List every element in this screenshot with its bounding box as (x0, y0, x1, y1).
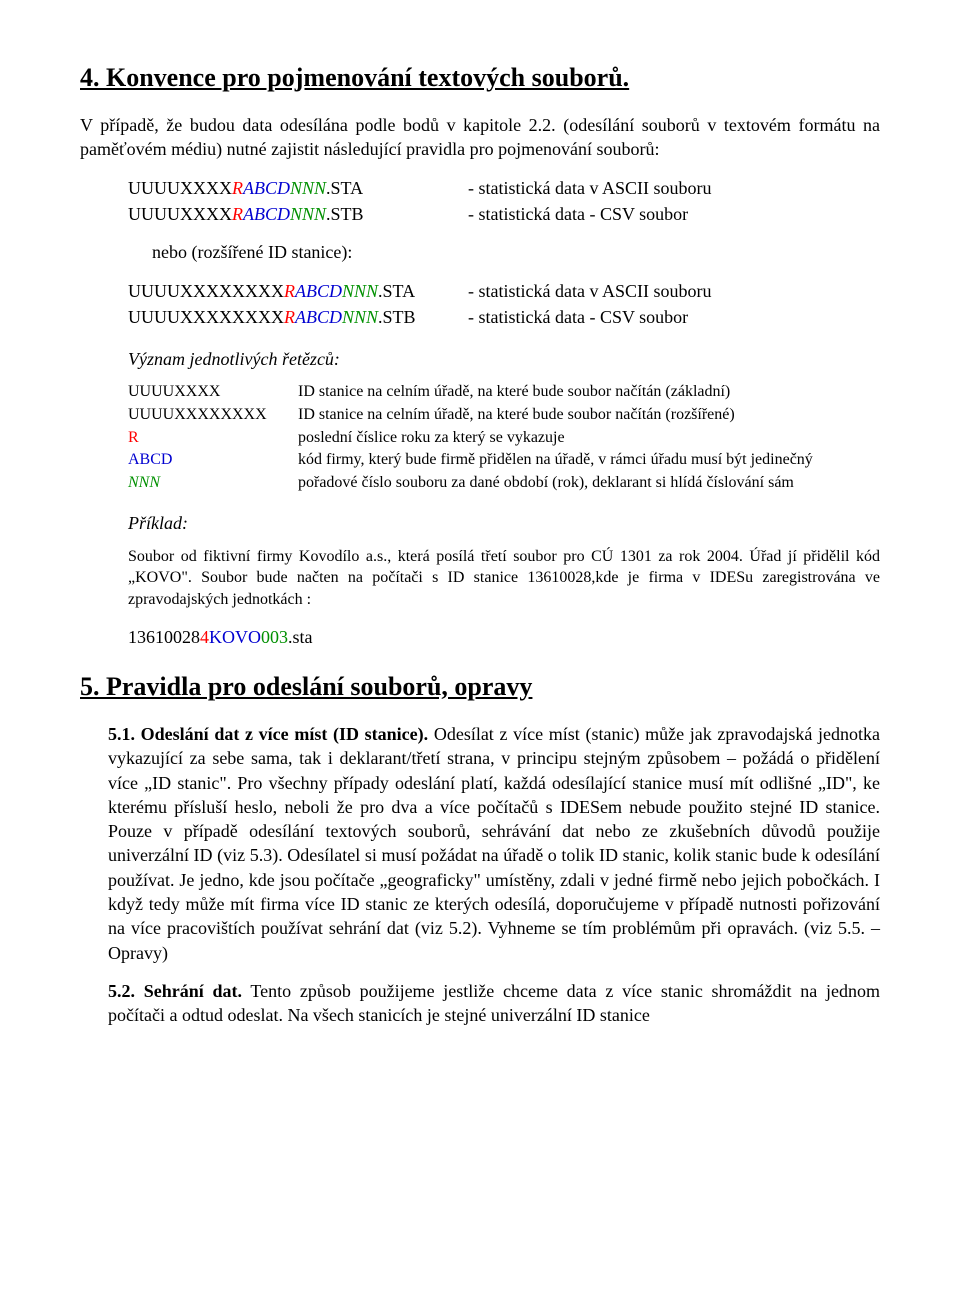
def-row: UUUUXXXXID stanice na celním úřadě, na k… (128, 381, 880, 403)
section-5-title: 5. Pravidla pro odeslání souborů, opravy (80, 669, 880, 704)
file-block-1: UUUUXXXXRABCDNNN.STA - statistická data … (128, 176, 880, 649)
file-row: UUUUXXXXRABCDNNN.STB - statistická data … (128, 202, 880, 226)
ex-abcd: KOVO (209, 627, 261, 647)
seg-r: R (232, 178, 243, 198)
seg-uuuu: UUUUXXXXXXXX (128, 307, 284, 327)
seg-ext: .STB (378, 307, 416, 327)
file-desc: - statistická data - CSV soubor (468, 305, 880, 329)
def-val: ID stanice na celním úřadě, na které bud… (298, 381, 880, 403)
def-val: poslední číslice roku za který se vykazu… (298, 427, 880, 449)
section-4-title: 4. Konvence pro pojmenování textových so… (80, 60, 880, 95)
file-desc: - statistická data - CSV soubor (468, 202, 880, 226)
ex-ext: .sta (288, 627, 313, 647)
seg-r: R (284, 281, 295, 301)
definitions: UUUUXXXXID stanice na celním úřadě, na k… (128, 381, 880, 493)
def-key: NNN (128, 472, 298, 494)
def-row: NNNpořadové číslo souboru za dané období… (128, 472, 880, 494)
seg-abcd: ABCD (295, 281, 342, 301)
ex-p1: 13610028 (128, 627, 200, 647)
seg-uuuu: UUUUXXXX (128, 178, 232, 198)
or-label: nebo (rozšířené ID stanice): (152, 240, 880, 264)
file-desc: - statistická data v ASCII souboru (468, 279, 880, 303)
def-key: R (128, 427, 298, 449)
seg-ext: .STB (326, 204, 364, 224)
section-5-1: 5.1. Odeslání dat z více míst (ID stanic… (108, 722, 880, 965)
file-desc: - statistická data v ASCII souboru (468, 176, 880, 200)
def-key: ABCD (128, 449, 298, 471)
def-val: pořadové číslo souboru za dané období (r… (298, 472, 880, 494)
def-key: UUUUXXXX (128, 381, 298, 403)
seg-abcd: ABCD (243, 178, 290, 198)
example-title: Příklad: (128, 511, 880, 535)
seg-nnn: NNN (342, 307, 378, 327)
file-row: UUUUXXXXXXXXRABCDNNN.STB - statistická d… (128, 305, 880, 329)
def-row: UUUUXXXXXXXXID stanice na celním úřadě, … (128, 404, 880, 426)
ex-r: 4 (200, 627, 209, 647)
example-text: Soubor od fiktivní firmy Kovodílo a.s., … (128, 546, 880, 611)
def-row: ABCDkód firmy, který bude firmě přidělen… (128, 449, 880, 471)
ex-nnn: 003 (261, 627, 288, 647)
seg-abcd: ABCD (243, 204, 290, 224)
seg-abcd: ABCD (295, 307, 342, 327)
seg-nnn: NNN (342, 281, 378, 301)
section-5-2: 5.2. Sehrání dat. Tento způsob použijeme… (108, 979, 880, 1028)
seg-uuuu: UUUUXXXX (128, 204, 232, 224)
seg-uuuu: UUUUXXXXXXXX (128, 281, 284, 301)
seg-r: R (232, 204, 243, 224)
seg-r: R (284, 307, 295, 327)
seg-ext: .STA (326, 178, 363, 198)
section-4-intro: V případě, že budou data odesílána podle… (80, 113, 880, 162)
seg-nnn: NNN (290, 178, 326, 198)
file-name: UUUUXXXXRABCDNNN.STA (128, 176, 468, 200)
meaning-title: Význam jednotlivých řetězců: (128, 347, 880, 371)
file-row: UUUUXXXXXXXXRABCDNNN.STA - statistická d… (128, 279, 880, 303)
def-row: Rposlední číslice roku za který se vykaz… (128, 427, 880, 449)
seg-nnn: NNN (290, 204, 326, 224)
example-code: 136100284KOVO003.sta (128, 625, 880, 649)
def-val: kód firmy, který bude firmě přidělen na … (298, 449, 880, 471)
s51-bold: 5.1. Odeslání dat z více míst (ID stanic… (108, 724, 428, 744)
file-name: UUUUXXXXXXXXRABCDNNN.STB (128, 305, 468, 329)
s51-text: Odesílat z více míst (stanic) může jak z… (108, 724, 880, 963)
file-name: UUUUXXXXXXXXRABCDNNN.STA (128, 279, 468, 303)
def-val: ID stanice na celním úřadě, na které bud… (298, 404, 880, 426)
seg-ext: .STA (378, 281, 415, 301)
file-name: UUUUXXXXRABCDNNN.STB (128, 202, 468, 226)
file-row: UUUUXXXXRABCDNNN.STA - statistická data … (128, 176, 880, 200)
s52-bold: 5.2. Sehrání dat. (108, 981, 242, 1001)
def-key: UUUUXXXXXXXX (128, 404, 298, 426)
